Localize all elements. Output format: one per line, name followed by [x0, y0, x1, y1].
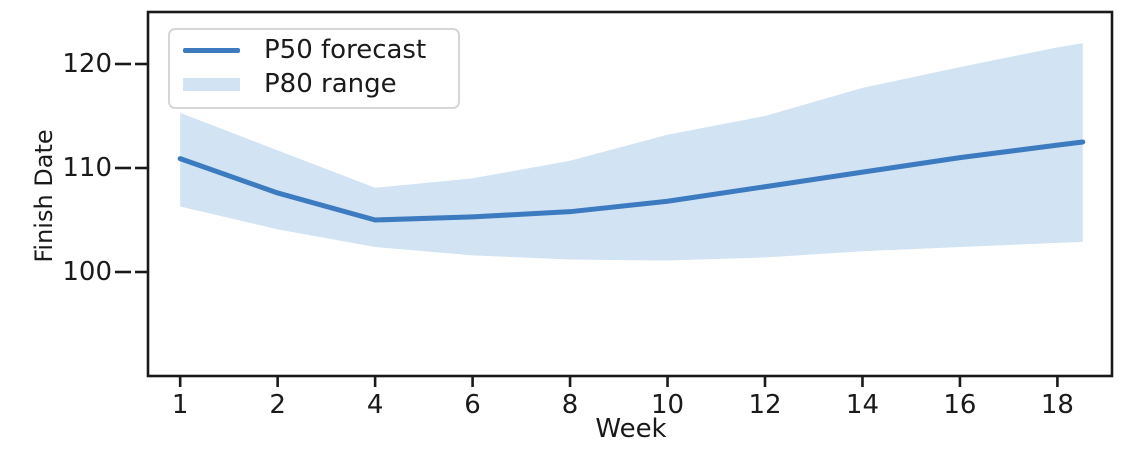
axes-frame	[146, 10, 1114, 378]
y-tick-label: 110	[62, 153, 112, 183]
x-tick-label: 18	[1040, 390, 1074, 420]
legend-label-p80: P80 range	[264, 69, 397, 99]
legend-label-p50: P50 forecast	[264, 35, 427, 65]
x-tick-label: 8	[561, 390, 579, 420]
legend-item-p80: P80 range	[183, 71, 445, 98]
legend: P50 forecast P80 range	[168, 28, 460, 109]
x-tick-label: 1	[171, 390, 189, 420]
y-tick-label: 120	[62, 49, 112, 79]
x-tick-label: 14	[845, 390, 880, 420]
x-tick-label: 16	[943, 390, 977, 420]
p80-band	[180, 43, 1083, 261]
y-tick-label: 100	[62, 257, 112, 287]
p80-band-swatch	[183, 78, 240, 91]
x-tick-label: 4	[366, 390, 384, 420]
x-tick-label: 6	[464, 390, 481, 420]
y-axis-label: Finish Date	[30, 129, 58, 263]
x-tick-label: 2	[269, 390, 286, 420]
axis-tick-marks	[115, 62, 1059, 387]
p50-line	[177, 139, 1086, 223]
x-axis-label: Week	[595, 414, 667, 444]
x-tick-label: 12	[748, 390, 782, 420]
x-tick-label: 10	[650, 390, 685, 420]
p50-line-swatch	[183, 48, 240, 53]
legend-item-p50: P50 forecast	[183, 37, 445, 64]
